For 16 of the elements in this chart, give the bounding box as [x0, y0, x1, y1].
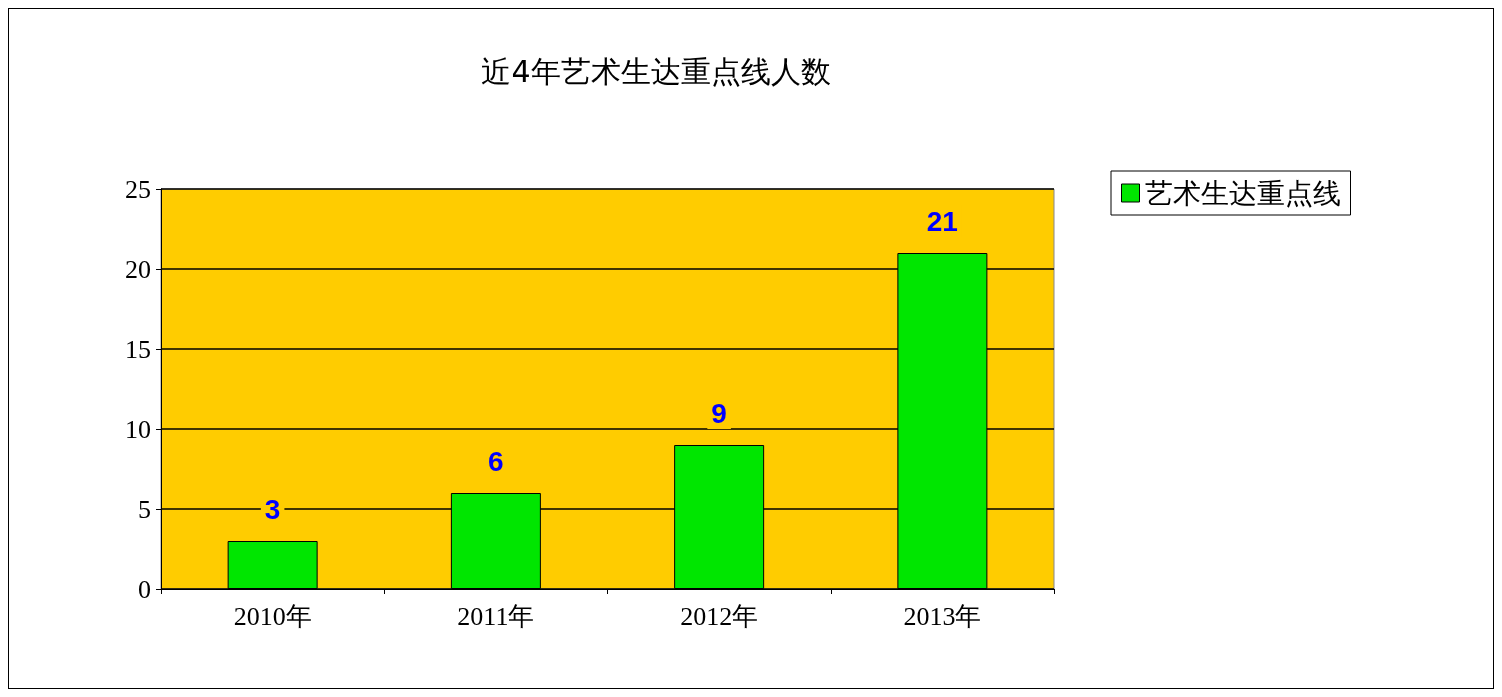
y-tick-label: 15	[125, 334, 151, 364]
x-tick-label: 2011年	[457, 601, 535, 631]
x-tick-label: 2010年	[233, 601, 312, 631]
legend-label: 艺术生达重点线	[1144, 176, 1341, 210]
y-tick-label: 5	[138, 494, 151, 524]
chart-title: 近4年艺术生达重点线人数	[481, 53, 831, 89]
y-tick-label: 10	[125, 414, 151, 444]
data-label: 3	[264, 493, 281, 525]
data-label: 21	[926, 205, 958, 237]
data-label: 6	[488, 445, 504, 477]
y-tick-label: 25	[125, 174, 151, 204]
x-tick-label: 2013年	[903, 601, 982, 631]
y-tick-label: 0	[138, 574, 151, 604]
x-tick-label: 2012年	[680, 601, 759, 631]
y-tick-label: 20	[125, 254, 151, 284]
data-label: 9	[711, 397, 727, 429]
